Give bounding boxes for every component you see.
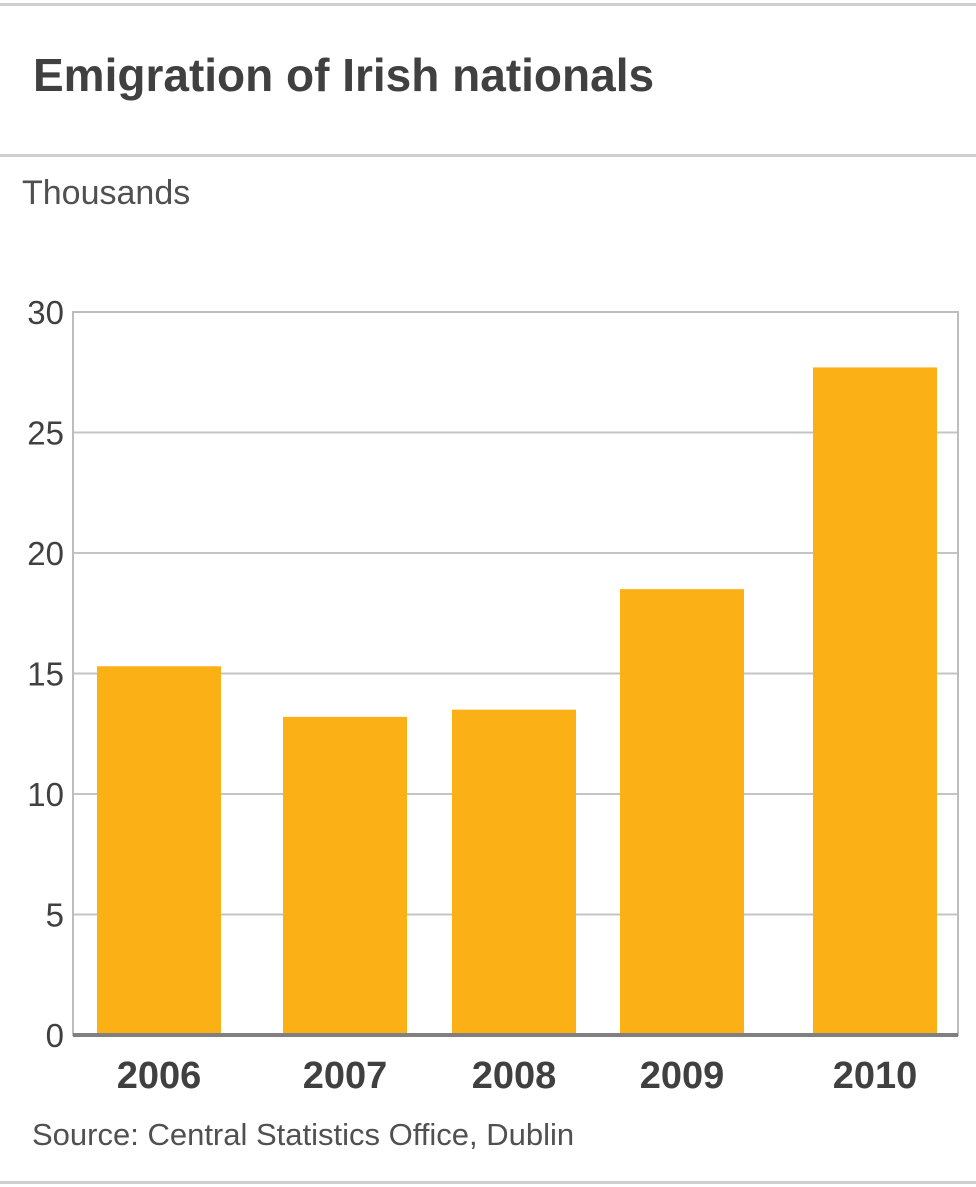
- bar-2009: [620, 589, 744, 1035]
- y-tick-label: 20: [27, 535, 64, 572]
- bar-2010: [813, 367, 937, 1035]
- x-category-label: 2006: [117, 1055, 202, 1097]
- x-category-label: 2008: [472, 1055, 557, 1097]
- x-category-labels: 2006 2007 2008 2009 2010: [117, 1055, 918, 1097]
- y-tick-label: 30: [27, 294, 64, 331]
- y-tick-labels: 0 5 10 15 20 25 30: [27, 294, 64, 1054]
- source-note: Source: Central Statistics Office, Dubli…: [32, 1117, 575, 1152]
- title-divider: [0, 154, 976, 157]
- y-tick-label: 0: [46, 1017, 64, 1054]
- x-category-label: 2009: [640, 1055, 725, 1097]
- bottom-rule: [0, 1181, 976, 1184]
- top-rule: [0, 3, 976, 6]
- y-axis-unit-label: Thousands: [22, 174, 191, 212]
- y-tick-label: 25: [27, 415, 64, 452]
- y-tick-label: 5: [46, 897, 64, 934]
- y-tick-label: 15: [27, 656, 64, 693]
- bars: [97, 367, 937, 1035]
- bar-2006: [97, 666, 221, 1035]
- bar-2008: [452, 709, 576, 1035]
- axes: [72, 311, 959, 1037]
- x-category-label: 2010: [833, 1055, 918, 1097]
- x-category-label: 2007: [303, 1055, 388, 1097]
- bar-2007: [283, 716, 407, 1035]
- chart-title: Emigration of Irish nationals: [33, 49, 655, 101]
- y-tick-label: 10: [27, 776, 64, 813]
